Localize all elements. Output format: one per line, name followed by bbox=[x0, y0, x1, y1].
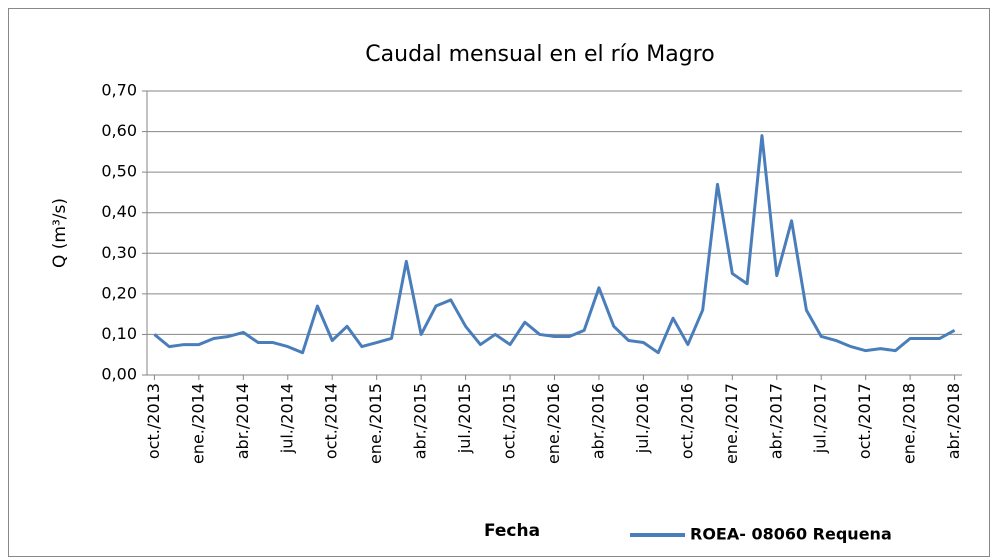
x-tick-label: oct./2015 bbox=[500, 383, 519, 459]
x-tick-label: abr./2016 bbox=[588, 383, 607, 459]
y-tick-label: 0,20 bbox=[101, 283, 137, 302]
x-tick-label: abr./2014 bbox=[233, 383, 252, 459]
x-tick-label: ene./2017 bbox=[722, 383, 741, 464]
y-tick-label: 0,60 bbox=[101, 121, 137, 140]
y-tick-label: 0,70 bbox=[101, 81, 137, 100]
x-axis-label: Fecha bbox=[484, 521, 540, 541]
x-tick-label: oct./2016 bbox=[677, 383, 696, 459]
x-tick-label: jul./2014 bbox=[277, 383, 296, 454]
x-tick-label: abr./2015 bbox=[411, 383, 430, 459]
x-tick-label: oct./2017 bbox=[855, 383, 874, 459]
x-tick-label: jul./2017 bbox=[811, 383, 830, 454]
x-tick-label: oct./2014 bbox=[322, 383, 341, 459]
x-tick-label: ene./2016 bbox=[544, 383, 563, 464]
x-tick-label: jul./2015 bbox=[455, 383, 474, 454]
y-tick-label: 0,40 bbox=[101, 202, 137, 221]
y-tick-label: 0,50 bbox=[101, 162, 137, 181]
legend-label: ROEA- 08060 Requena bbox=[690, 525, 892, 544]
y-axis-label: Q (m³/s) bbox=[50, 198, 70, 268]
y-tick-label: 0,30 bbox=[101, 243, 137, 262]
x-tick-label: abr./2018 bbox=[944, 383, 963, 459]
series-line bbox=[153, 134, 956, 355]
x-tick-label: ene./2018 bbox=[900, 383, 919, 464]
x-tick-label: abr./2017 bbox=[766, 383, 785, 459]
y-tick-label: 0,00 bbox=[101, 365, 137, 384]
x-tick-label: ene./2014 bbox=[188, 383, 207, 464]
x-tick-label: ene./2015 bbox=[366, 383, 385, 464]
x-tick-label: jul./2016 bbox=[633, 383, 652, 454]
chart-title: Caudal mensual en el río Magro bbox=[365, 42, 714, 67]
y-tick-label: 0,10 bbox=[101, 324, 137, 343]
x-tick-label: oct./2013 bbox=[144, 383, 163, 459]
chart-border bbox=[8, 8, 990, 557]
